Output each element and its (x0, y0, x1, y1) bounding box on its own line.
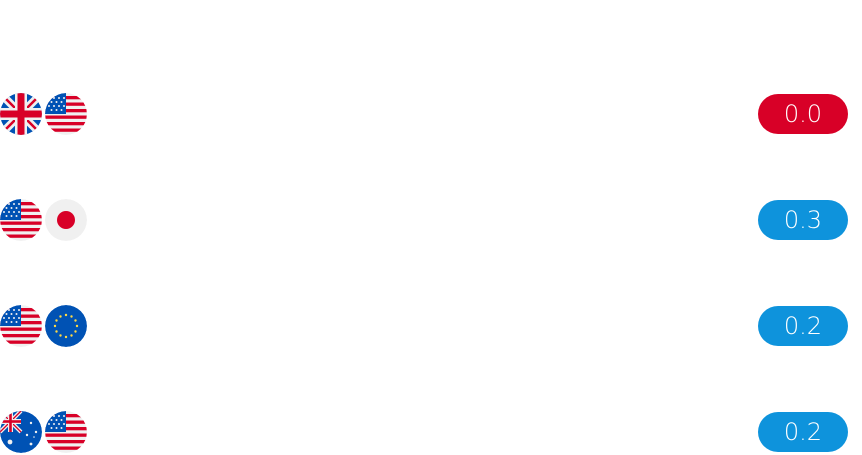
spread-value-badge[interactable]: 0.3 (758, 200, 848, 240)
eu-flag-icon (45, 305, 87, 347)
currency-pair-row-aud-usd[interactable]: 0.2 (0, 410, 862, 454)
us-flag-icon (45, 93, 87, 135)
currency-pair-row-gbp-usd[interactable]: 0.0 (0, 92, 862, 136)
currency-pair-flags (0, 304, 90, 348)
spread-value-badge[interactable]: 0.0 (758, 94, 848, 134)
us-flag-icon (0, 305, 42, 347)
currency-pair-row-usd-eur[interactable]: 0.2 (0, 304, 862, 348)
jp-flag-icon (45, 199, 87, 241)
us-flag-icon (0, 199, 42, 241)
currency-pair-row-usd-jpy[interactable]: 0.3 (0, 198, 862, 242)
us-flag-icon (45, 411, 87, 453)
currency-pair-flags (0, 198, 90, 242)
uk-flag-icon (0, 93, 42, 135)
spread-value-badge[interactable]: 0.2 (758, 306, 848, 346)
currency-pair-flags (0, 410, 90, 454)
au-flag-icon (0, 411, 42, 453)
spread-value-badge[interactable]: 0.2 (758, 412, 848, 452)
currency-pair-flags (0, 92, 90, 136)
